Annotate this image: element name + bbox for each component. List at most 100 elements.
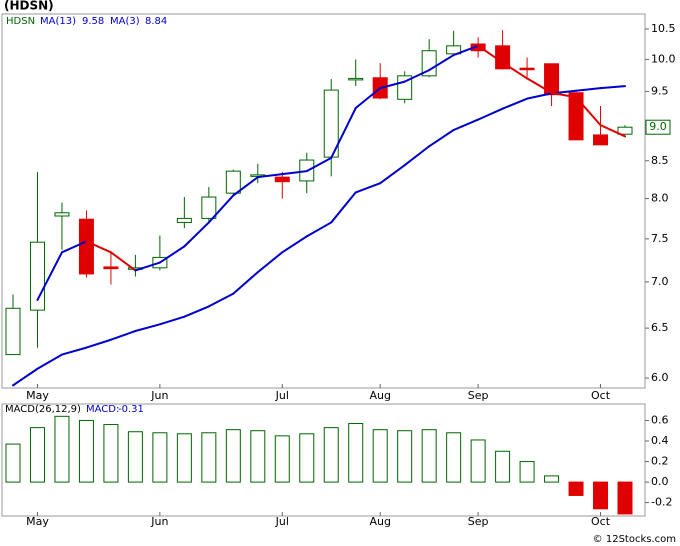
legend-macd-label: MACD:: [86, 404, 119, 415]
candle-body: [421, 50, 437, 77]
y-tick-label: 10.5: [651, 22, 676, 35]
macd-bar: [103, 424, 119, 483]
y-tick-label: 6.0: [651, 371, 669, 384]
macd-bar: [201, 432, 217, 483]
x-tick-label: Sep: [468, 515, 489, 528]
ma-line: [501, 97, 529, 110]
ma-line: [305, 221, 333, 238]
y-tick-label: 0.2: [651, 455, 669, 468]
ma-line: [477, 107, 504, 121]
macd-bar: [176, 433, 192, 483]
candle-body: [176, 217, 192, 223]
x-tick-label: Aug: [369, 515, 390, 528]
legend-ma3: MA(3): [110, 16, 140, 27]
macd-bar: [250, 430, 266, 483]
ma-line: [183, 221, 210, 248]
macd-bar: [54, 415, 70, 483]
ma-line: [256, 251, 284, 274]
macd-bar: [568, 481, 584, 496]
candle-body: [274, 176, 290, 183]
ma-line: [452, 118, 480, 131]
candle-body: [593, 134, 609, 146]
candle-body: [617, 126, 633, 135]
x-tick-label: Aug: [369, 389, 390, 402]
ma-line: [158, 315, 186, 326]
ma-line: [575, 96, 602, 127]
candle-body: [568, 92, 584, 141]
ma-line: [354, 182, 382, 194]
x-tick-label: Jul: [275, 389, 289, 402]
y-tick-label: 0.4: [651, 434, 669, 447]
candle-body: [103, 266, 119, 270]
candle-body: [225, 170, 241, 194]
macd-bar: [29, 427, 45, 483]
macd-bar: [274, 435, 290, 483]
ma-line: [526, 77, 553, 94]
ma-line: [60, 346, 88, 356]
ma-line: [134, 261, 161, 272]
ma-line: [12, 367, 39, 387]
ma-line: [60, 240, 88, 254]
x-tick-label: Jun: [150, 515, 168, 528]
legend: HDSN MA(13) 9.58 MA(3) 8.84 MACD(26,12,9…: [5, 16, 167, 415]
ma-line: [550, 91, 578, 99]
ma-line: [379, 80, 406, 90]
chart-title: (HDSN): [4, 0, 54, 13]
x-tick-label: Jun: [150, 389, 168, 402]
ma-line: [281, 235, 308, 254]
macd-bar: [323, 427, 339, 483]
ma-line: [330, 191, 357, 224]
legend-macd: MACD(26,12,9): [5, 404, 81, 415]
ma-line: [36, 353, 63, 370]
ma-line: [403, 145, 431, 167]
ma-line: [207, 194, 235, 224]
ma-line: [354, 87, 382, 110]
ma-line: [85, 338, 112, 349]
macd-bar: [5, 443, 21, 483]
macd-bar: [127, 431, 143, 483]
legend-ma13: MA(13): [40, 16, 76, 27]
legend-ticker: HDSN: [6, 16, 35, 27]
x-tick-label: May: [26, 389, 49, 402]
legend-macd-value: -0.31: [118, 404, 144, 415]
macd-bar: [397, 430, 413, 483]
macd-bar: [495, 450, 511, 483]
x-tick-label: Jul: [275, 515, 289, 528]
ma-line: [232, 271, 259, 295]
price-panel: [1, 13, 646, 389]
macd-panel: [1, 403, 646, 517]
ma-line: [36, 251, 63, 301]
ma-line: [232, 176, 259, 197]
y-tick-label: 0.6: [651, 413, 669, 426]
ma-line: [109, 251, 137, 272]
y-tick-label: 7.5: [651, 232, 669, 245]
y-tick-label: 8.5: [651, 154, 669, 167]
y-tick-label: 7.0: [651, 275, 669, 288]
candle-body: [201, 196, 217, 219]
ma-line: [207, 292, 235, 308]
ma-line: [575, 87, 602, 92]
macd-bar: [152, 432, 168, 483]
ma-line: [330, 107, 357, 159]
x-tick-label: Oct: [591, 515, 611, 528]
macd-bar: [225, 429, 241, 483]
x-tick-label: Sep: [468, 389, 489, 402]
ma-line: [305, 156, 333, 173]
macd-bar: [78, 419, 94, 483]
candle-body: [470, 43, 486, 52]
last-price-label: 9.0: [649, 120, 667, 133]
ma-line: [379, 164, 406, 185]
legend-ma13-value: 9.58: [82, 16, 104, 27]
candle-body: [544, 63, 560, 96]
candle-body: [446, 45, 462, 55]
ma-line: [599, 85, 626, 90]
ma-line: [452, 44, 480, 57]
legend-ma3-value: 8.84: [145, 16, 167, 27]
ma-line: [428, 128, 455, 148]
ma-line: [599, 124, 626, 138]
y-tick-label: 0.0: [651, 475, 669, 488]
ma-line: [477, 44, 504, 64]
candle-body: [78, 218, 94, 275]
ma-line: [183, 305, 210, 318]
